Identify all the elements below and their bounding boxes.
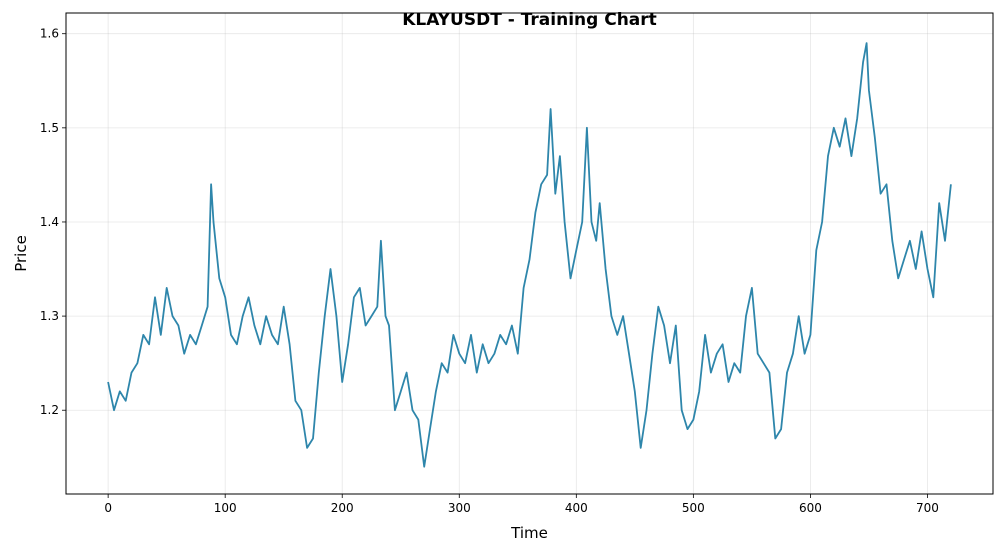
y-tick-label: 1.3 bbox=[40, 309, 59, 323]
y-tick-label: 1.4 bbox=[40, 215, 59, 229]
series-layer bbox=[107, 42, 952, 468]
plot-area-frame bbox=[65, 12, 994, 495]
x-axis-label: Time bbox=[510, 524, 548, 542]
y-tick-label: 1.6 bbox=[40, 27, 59, 41]
grid-lines bbox=[66, 13, 993, 494]
x-tick-label: 200 bbox=[331, 501, 354, 515]
y-tick-label: 1.2 bbox=[40, 403, 59, 417]
x-tick-label: 400 bbox=[565, 501, 588, 515]
axis-ticks: 0 100 200 300 400 500 600 700 1.2 1.3 1.4 1.5 1.6 bbox=[40, 27, 939, 515]
x-tick-label: 0 bbox=[104, 501, 112, 515]
price-series-line bbox=[107, 42, 952, 468]
x-tick-label: 300 bbox=[448, 501, 471, 515]
y-axis-label: Price bbox=[12, 235, 30, 272]
x-tick-label: 700 bbox=[916, 501, 939, 515]
x-tick-label: 500 bbox=[682, 501, 705, 515]
y-tick-label: 1.5 bbox=[40, 121, 59, 135]
x-tick-label: 100 bbox=[214, 501, 237, 515]
chart-title: KLAYUSDT - Training Chart bbox=[402, 10, 657, 30]
x-tick-label: 600 bbox=[799, 501, 822, 515]
